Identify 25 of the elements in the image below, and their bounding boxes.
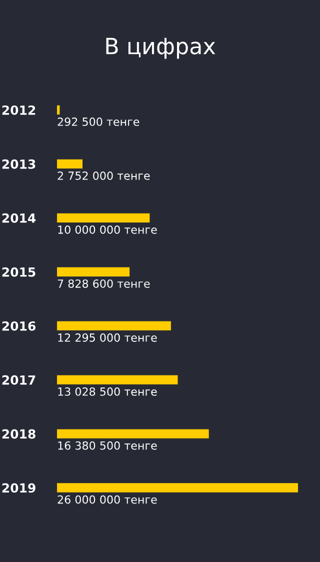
data-label: 26 000 000 тенге <box>58 495 157 504</box>
bar <box>57 159 83 169</box>
y-tick-label: 2019 <box>2 483 36 493</box>
bar <box>57 321 171 330</box>
data-label: 10 000 000 тенге <box>58 225 157 234</box>
y-tick-label: 2014 <box>2 213 36 223</box>
data-label: 7 828 600 тенге <box>58 279 150 288</box>
chart-title: В цифрах <box>106 38 216 59</box>
data-label: 16 380 500 тенге <box>58 441 157 450</box>
y-tick-label: 2016 <box>2 321 36 331</box>
data-label: 292 500 тенге <box>58 118 140 126</box>
bar <box>57 375 178 384</box>
y-tick-label: 2013 <box>2 159 36 169</box>
bar <box>57 267 130 276</box>
y-tick-label: 2018 <box>2 429 36 439</box>
bar <box>57 483 298 492</box>
data-label: 2 752 000 тенге <box>58 172 150 180</box>
data-label: 13 028 500 тенге <box>58 387 157 396</box>
y-tick-label: 2012 <box>2 105 36 115</box>
y-tick-label: 2017 <box>2 375 36 385</box>
y-tick-label: 2015 <box>2 267 36 277</box>
bar <box>57 213 150 222</box>
bar <box>57 429 209 438</box>
bar <box>57 105 60 115</box>
data-label: 12 295 000 тенге <box>58 333 157 342</box>
